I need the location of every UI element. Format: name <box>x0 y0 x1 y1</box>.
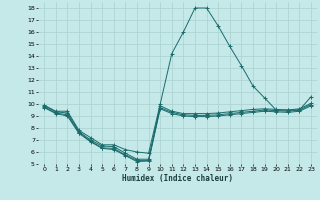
X-axis label: Humidex (Indice chaleur): Humidex (Indice chaleur) <box>122 174 233 183</box>
